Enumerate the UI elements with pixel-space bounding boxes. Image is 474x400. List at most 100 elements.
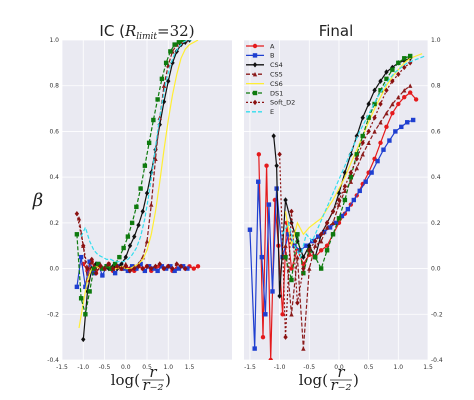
data-point-b <box>387 138 392 143</box>
data-point-cs4 <box>366 101 371 107</box>
data-point-ds1 <box>180 40 186 43</box>
data-point-cs5 <box>366 140 371 146</box>
data-point-soft-d2 <box>157 261 162 267</box>
data-point-cs4 <box>123 254 128 260</box>
data-point-b <box>333 220 339 226</box>
data-point-ds1 <box>87 289 92 294</box>
data-point-soft-d2 <box>81 243 86 249</box>
data-point-ds1 <box>378 88 383 93</box>
data-point-a <box>384 124 389 130</box>
data-point-cs5 <box>348 179 354 184</box>
data-point-ds1 <box>129 220 135 226</box>
x-label-numerator: r <box>337 363 345 381</box>
data-point-ds1 <box>342 197 348 203</box>
data-point-ds1 <box>384 76 389 82</box>
data-point-soft-d2 <box>127 268 133 274</box>
title-subscript: limit <box>136 32 157 42</box>
data-point-ds1 <box>330 232 336 237</box>
x-tick-label: 1.0 <box>163 364 173 371</box>
data-point-cs5 <box>407 83 413 88</box>
panel-final: -1.5 -1.0 -0.5 0.0 0.5 1.0 1.5-0.4 -0.2 0.0 0.2 0.… <box>244 37 443 371</box>
data-point-b <box>339 213 345 219</box>
data-point-cs4 <box>144 190 150 196</box>
data-point-a <box>256 152 262 157</box>
data-point-ds1 <box>301 270 306 276</box>
data-point-cs5 <box>384 110 389 116</box>
data-point-ds1 <box>112 261 118 267</box>
data-point-b <box>315 234 321 239</box>
data-point-b <box>375 158 380 164</box>
data-point-soft-d2 <box>277 151 282 157</box>
data-point-b <box>78 254 84 260</box>
data-point-cs5 <box>354 165 359 171</box>
data-point-ds1 <box>366 115 371 120</box>
data-point-b <box>351 197 357 203</box>
data-point-a <box>268 357 273 360</box>
data-point-b <box>381 147 386 152</box>
data-point-cs4 <box>170 60 175 66</box>
series-group <box>74 40 201 343</box>
data-point-ds1 <box>134 204 139 210</box>
x-tick-label: -0.5 <box>303 364 315 371</box>
data-point-ds1 <box>313 254 318 260</box>
legend-label-cs5: CS5 <box>270 71 283 79</box>
data-point-ds1 <box>295 232 300 237</box>
data-point-soft-d2 <box>153 263 158 269</box>
data-point-soft-d2 <box>93 270 99 276</box>
legend-label-soft-d2: Soft_D2 <box>270 99 295 107</box>
x-tick-label: 1.0 <box>394 364 404 371</box>
data-point-b <box>405 120 410 125</box>
data-point-ds1 <box>283 254 288 260</box>
panel-ic-title: IC (Rlimit=32) <box>99 22 194 42</box>
data-point-cs4 <box>136 222 141 228</box>
data-point-a <box>378 140 383 146</box>
data-point-cs5 <box>372 129 377 134</box>
x-label-suffix: ) <box>165 371 171 389</box>
data-point-ds1 <box>360 133 365 139</box>
data-point-cs4 <box>378 78 383 84</box>
y-tick-label: 0.4 <box>49 174 59 181</box>
data-point-a <box>402 94 407 100</box>
data-point-cs4 <box>372 87 377 93</box>
data-point-cs5 <box>289 312 294 317</box>
data-point-cs4 <box>354 133 359 139</box>
data-point-cs4 <box>161 99 167 105</box>
panel-ic: -1.5 -1.0 -0.5 0.0 0.5 1.0 1.5 -0.4 -0.2 0.0 0.2 0.… <box>47 37 232 371</box>
data-point-a <box>280 312 285 317</box>
data-point-ds1 <box>74 232 80 237</box>
data-point-soft-d2 <box>295 300 300 306</box>
data-point-cs4 <box>119 261 124 267</box>
data-point-soft-d2 <box>110 265 116 272</box>
data-point-b <box>74 284 80 290</box>
data-point-b <box>345 206 351 212</box>
data-point-ds1 <box>155 97 160 102</box>
data-point-b <box>172 268 177 274</box>
data-point-b <box>138 261 143 267</box>
data-point-cs5 <box>396 94 401 100</box>
data-point-b <box>410 117 416 123</box>
data-point-cs5 <box>161 83 167 88</box>
data-point-b <box>142 268 148 274</box>
x-label-suffix: ) <box>353 371 359 389</box>
legend-label-cs4: CS4 <box>270 61 283 69</box>
data-point-ds1 <box>407 53 413 59</box>
data-point-b <box>369 170 374 175</box>
data-point-soft-d2 <box>161 265 167 272</box>
data-point-cs4 <box>127 243 133 249</box>
data-point-soft-d2 <box>407 60 413 66</box>
y-tick-label: 0.0 <box>431 266 441 273</box>
data-point-soft-d2 <box>348 169 354 176</box>
data-point-cs5 <box>324 225 330 230</box>
data-point-soft-d2 <box>183 265 188 272</box>
data-point-ds1 <box>390 67 395 72</box>
data-point-cs4 <box>277 293 282 299</box>
data-point-cs4 <box>283 197 288 203</box>
data-point-cs4 <box>336 190 342 196</box>
data-point-ds1 <box>163 60 169 66</box>
data-point-ds1 <box>142 163 148 168</box>
data-point-b <box>393 129 398 134</box>
y-tick-label: -0.4 <box>431 357 443 364</box>
data-point-cs4 <box>81 336 86 343</box>
data-point-cs5 <box>301 346 306 351</box>
data-point-ds1 <box>176 40 182 45</box>
